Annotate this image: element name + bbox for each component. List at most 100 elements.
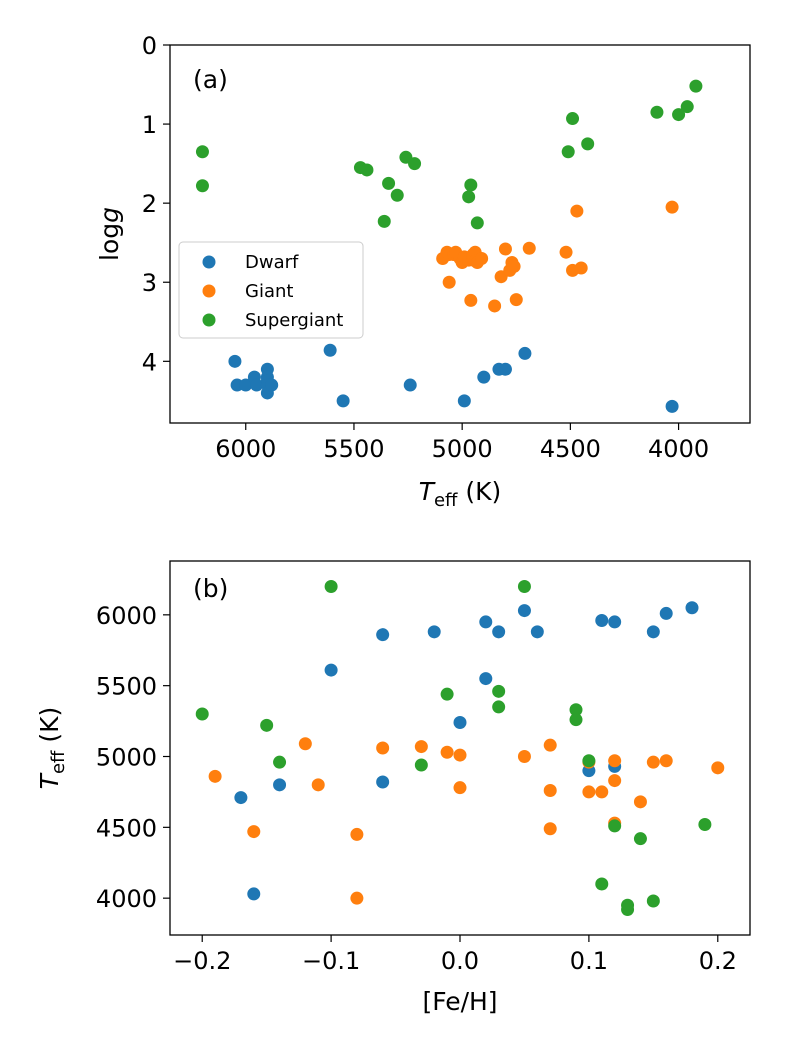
panel-a-x-ticks: 6000 5500 5000 4500 4000 bbox=[215, 423, 709, 463]
panel-a-point-giant bbox=[570, 204, 584, 218]
panel-a-point-supergiant bbox=[561, 145, 575, 159]
panel-b-point-dwarf bbox=[234, 791, 248, 805]
panel-b-point-supergiant bbox=[273, 755, 287, 769]
panel-a-point-dwarf bbox=[518, 346, 532, 360]
panel-b-point-dwarf bbox=[492, 625, 506, 639]
panel-a-point-dwarf bbox=[403, 378, 417, 392]
panel-a-point-dwarf bbox=[477, 370, 491, 384]
panel-a-point-supergiant bbox=[408, 157, 422, 171]
panel-a-point-supergiant bbox=[672, 108, 686, 122]
panel-b-point-supergiant bbox=[260, 718, 274, 732]
panel-b-point-supergiant bbox=[608, 819, 622, 833]
legend: Dwarf Giant Supergiant bbox=[178, 241, 364, 339]
panel-b-point-supergiant bbox=[582, 754, 596, 768]
panel-a-x-tick-label: 4500 bbox=[540, 435, 601, 463]
legend-marker-giant bbox=[202, 284, 216, 298]
panel-b-point-supergiant bbox=[492, 700, 506, 714]
panel-b-point-dwarf bbox=[376, 775, 390, 789]
panel-a-y-tick-label: 2 bbox=[142, 190, 157, 218]
panel-b-point-supergiant bbox=[414, 758, 428, 772]
panel-a-point-supergiant bbox=[689, 79, 703, 93]
panel-a-point-supergiant bbox=[390, 188, 404, 202]
panel-b-point-dwarf bbox=[324, 663, 338, 677]
panel-a-y-axis-label: logg bbox=[95, 207, 124, 261]
panel-b-point-giant bbox=[298, 737, 312, 751]
panel-a-point-dwarf bbox=[498, 362, 512, 376]
panel-b-y-ticks: 4000 4500 5000 5500 6000 bbox=[96, 602, 170, 913]
panel-b-point-dwarf bbox=[517, 604, 531, 618]
panel-a-point-giant bbox=[488, 299, 502, 313]
legend-label-dwarf: Dwarf bbox=[245, 252, 299, 273]
panel-a-label: (a) bbox=[193, 65, 228, 94]
panel-b-x-axis-label: [Fe/H] bbox=[422, 987, 497, 1016]
panel-b-point-dwarf bbox=[427, 625, 441, 639]
panel-a-point-giant bbox=[509, 293, 523, 307]
panel-b-point-giant bbox=[711, 761, 725, 775]
panel-b-x-tick-label: 0.2 bbox=[699, 947, 737, 975]
panel-a-points bbox=[195, 79, 703, 413]
panel-a-point-supergiant bbox=[566, 112, 580, 126]
panel-b-y-axis-label: Teff (K) bbox=[35, 707, 69, 790]
panel-a-point-supergiant bbox=[360, 163, 374, 177]
panel-b-point-giant bbox=[311, 778, 325, 792]
panel-b-point-giant bbox=[582, 785, 596, 799]
legend-label-supergiant: Supergiant bbox=[245, 310, 343, 331]
panel-a-y-tick-label: 4 bbox=[142, 348, 157, 376]
panel-b-x-tick-label: −0.2 bbox=[173, 947, 231, 975]
panel-b-point-dwarf bbox=[685, 601, 699, 615]
panel-b-point-giant bbox=[608, 774, 622, 788]
panel-b-point-dwarf bbox=[659, 606, 673, 620]
panel-a-point-giant bbox=[475, 252, 489, 266]
panel-a-point-supergiant bbox=[195, 145, 209, 159]
panel-b-x-tick-label: 0.1 bbox=[570, 947, 608, 975]
panel-a-point-dwarf bbox=[239, 378, 253, 392]
panel-a-point-supergiant bbox=[382, 176, 396, 190]
panel-b-point-dwarf bbox=[646, 625, 660, 639]
panel-b-point-giant bbox=[350, 891, 364, 905]
panel-b-point-giant bbox=[659, 754, 673, 768]
panel-b-point-giant bbox=[633, 795, 647, 809]
panel-b-point-giant bbox=[543, 738, 557, 752]
panel-a-point-supergiant bbox=[680, 100, 694, 114]
panel-b-label: (b) bbox=[193, 574, 228, 603]
panel-a-point-supergiant bbox=[462, 190, 476, 204]
panel-b-point-supergiant bbox=[698, 818, 712, 831]
panel-b-point-giant bbox=[414, 740, 428, 754]
panel-b-point-supergiant bbox=[569, 713, 583, 727]
panel-b-point-supergiant bbox=[324, 580, 338, 593]
legend-marker-dwarf bbox=[202, 255, 216, 269]
panel-a-x-tick-label: 6000 bbox=[215, 435, 276, 463]
panel-a-point-dwarf bbox=[250, 378, 264, 392]
panel-b-point-giant bbox=[376, 741, 390, 755]
panel-b-point-dwarf bbox=[479, 672, 493, 686]
panel-a-point-giant bbox=[665, 200, 679, 214]
panel-a-point-dwarf bbox=[457, 394, 471, 408]
panel-b-point-giant bbox=[608, 754, 622, 768]
panel-b-feh-teff: (b) −0.2 −0.1 0.0 0.1 0.2 4000 4500 5000 5500 60… bbox=[35, 560, 751, 1016]
panel-b-point-giant bbox=[543, 822, 557, 836]
panel-b-point-dwarf bbox=[479, 615, 493, 629]
panel-a-point-giant bbox=[574, 261, 588, 275]
panel-a-point-dwarf bbox=[665, 399, 679, 413]
legend-frame bbox=[178, 241, 364, 339]
panel-b-y-tick-label: 5500 bbox=[96, 673, 157, 701]
legend-label-giant: Giant bbox=[245, 281, 293, 302]
panel-b-x-tick-label: 0.0 bbox=[441, 947, 479, 975]
panel-a-point-supergiant bbox=[464, 178, 478, 192]
panel-b-points bbox=[195, 580, 725, 916]
panel-b-point-supergiant bbox=[195, 707, 209, 721]
panel-b-point-dwarf bbox=[530, 625, 544, 639]
panel-b-point-supergiant bbox=[633, 832, 647, 846]
panel-a-point-giant bbox=[442, 275, 456, 289]
panel-a-y-tick-label: 0 bbox=[142, 32, 157, 60]
panel-b-point-supergiant bbox=[569, 703, 583, 717]
panel-b-point-supergiant bbox=[440, 687, 454, 701]
panel-b-y-tick-label: 4500 bbox=[96, 814, 157, 842]
panel-b-point-dwarf bbox=[273, 778, 287, 792]
panel-a-x-axis-label: Teff (K) bbox=[419, 477, 502, 511]
panel-b-point-giant bbox=[247, 825, 261, 839]
panel-b-point-giant bbox=[453, 781, 467, 795]
panel-b-point-giant bbox=[208, 769, 222, 783]
panel-a-x-tick-label: 4000 bbox=[648, 435, 709, 463]
